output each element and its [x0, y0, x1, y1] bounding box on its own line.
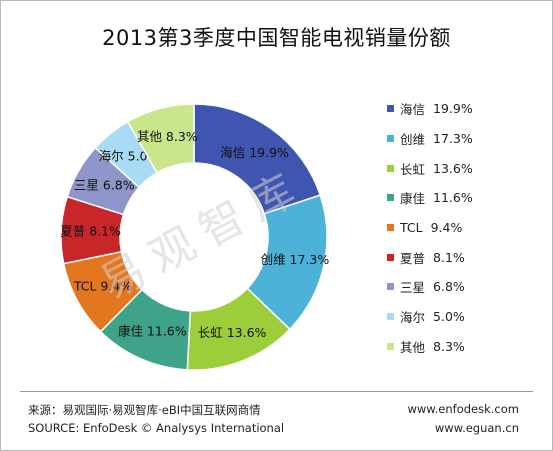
source-cn: 来源：易观国际·易观智库·eBI中国互联网商情: [28, 403, 261, 417]
legend-item-其他: 其他 8.3%: [387, 332, 537, 362]
legend-swatch: [387, 194, 394, 202]
legend-value: 6.8%: [433, 279, 465, 295]
legend-swatch: [387, 135, 394, 143]
slice-其他: [126, 103, 195, 174]
legend-value: 8.1%: [433, 249, 465, 265]
legend-name: 其他: [400, 339, 426, 355]
legend-swatch: [387, 105, 394, 113]
slice-海信: [193, 103, 322, 215]
slice-label-海尔: 海尔 5.0%: [99, 148, 160, 163]
slice-label-康佳: 康佳 11.6%: [118, 324, 187, 339]
footer-divider: [20, 391, 533, 392]
slice-label-海信: 海信 19.9%: [220, 145, 289, 160]
slice-label-创维: 创维 17.3%: [261, 252, 330, 267]
legend-item-康佳: 康佳 11.6%: [387, 183, 537, 213]
legend-item-海尔: 海尔 5.0%: [387, 302, 537, 332]
legend-name: TCL: [400, 220, 423, 236]
legend-value: 9.4%: [430, 220, 463, 236]
slice-label-三星: 三星 6.8%: [74, 177, 135, 192]
legend-swatch: [387, 224, 394, 232]
legend-name: 康佳: [400, 191, 426, 207]
slice-label-夏普: 夏普 8.1%: [60, 223, 121, 238]
legend-item-夏普: 夏普 8.1%: [387, 242, 537, 272]
legend-name: 三星: [400, 280, 426, 296]
legend-value: 11.6%: [433, 190, 473, 206]
url-eguan: www.eguan.cn: [434, 421, 519, 435]
chart-title: 2013第3季度中国智能电视销量份额: [102, 26, 451, 50]
legend-value: 5.0%: [433, 309, 465, 325]
legend-item-TCL: TCL 9.4%: [387, 213, 537, 243]
source-en: SOURCE: EnfoDesk © Analysys Internationa…: [28, 421, 285, 435]
legend-swatch: [387, 313, 394, 321]
slice-label-其他: 其他 8.3%: [137, 129, 198, 144]
legend-swatch: [387, 164, 394, 172]
legend-item-三星: 三星 6.8%: [387, 272, 537, 302]
legend-swatch: [387, 253, 394, 261]
url-enfodesk: www.enfodesk.com: [407, 402, 519, 416]
legend-value: 13.6%: [433, 160, 473, 176]
legend-name: 创维: [400, 132, 426, 148]
legend-value: 17.3%: [433, 131, 473, 147]
legend-item-海信: 海信 19.9%: [387, 94, 537, 124]
slice-label-长虹: 长虹 13.6%: [198, 325, 267, 340]
legend-item-长虹: 长虹 13.6%: [387, 153, 537, 183]
legend-name: 海尔: [400, 310, 426, 326]
chart-legend: 海信 19.9% 创维 17.3% 长虹 13.6% 康佳 11.6% TCL 9.4% 夏普 8.1…: [387, 94, 537, 361]
legend-swatch: [387, 283, 394, 291]
slice-label-TCL: TCL 9.4%: [73, 278, 132, 293]
legend-name: 夏普: [400, 250, 426, 266]
legend-swatch: [387, 342, 394, 350]
legend-value: 8.3%: [433, 338, 465, 354]
legend-name: 海信: [400, 102, 426, 118]
legend-item-创维: 创维 17.3%: [387, 124, 537, 154]
legend-name: 长虹: [400, 161, 426, 177]
legend-value: 19.9%: [433, 101, 473, 117]
